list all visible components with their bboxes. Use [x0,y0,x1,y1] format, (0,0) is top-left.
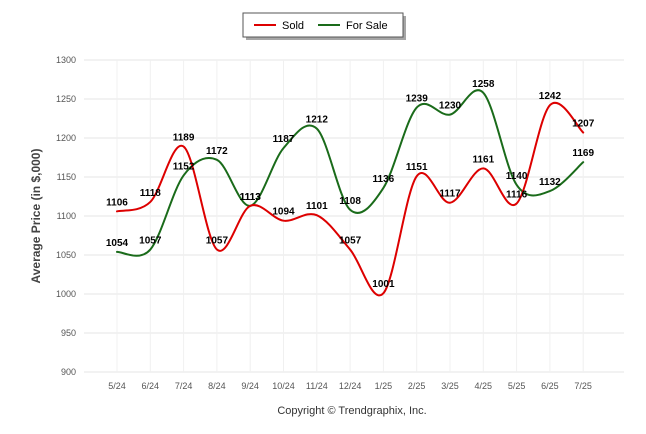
grid-lines [84,59,624,373]
y-axis-ticks: 900 950 1000 1050 1100 1150 1200 1250 1300 [56,55,76,377]
x-tick-label: 10/24 [272,381,295,391]
x-tick-label: 7/25 [574,381,592,391]
y-axis-title: Average Price (in $,000) [29,149,43,284]
for-sale-data-label: 1152 [173,161,195,172]
sold-data-label: 1151 [406,162,428,173]
legend-for-sale-label: For Sale [346,20,388,32]
legend-sold-label: Sold [282,20,304,32]
x-tick-label: 8/24 [208,381,226,391]
sold-series-line [116,101,585,297]
sold-data-label: 1189 [173,133,195,144]
y-tick-label: 1250 [56,94,76,104]
for-sale-data-label: 1230 [439,101,462,112]
for-sale-data-label: 1140 [506,171,528,182]
x-tick-label: 12/24 [339,381,362,391]
x-tick-label: 4/25 [475,381,493,391]
copyright-text: Copyright © Trendgraphix, Inc. [277,405,426,417]
x-axis-ticks: 5/24 6/24 7/24 8/24 9/24 10/24 11/24 12/24 1/25 2… [108,381,592,391]
for-sale-data-label: 1113 [240,192,262,203]
series-lines [116,89,585,297]
for-sale-data-label: 1187 [273,134,295,145]
sold-data-label: 1242 [539,91,562,102]
for-sale-data-label: 1239 [406,94,429,105]
sold-data-label: 1117 [439,189,461,200]
x-tick-label: 2/25 [408,381,426,391]
x-tick-label: 7/24 [175,381,193,391]
y-tick-label: 1100 [57,211,76,221]
y-tick-label: 1000 [56,289,76,299]
legend[interactable]: Sold For Sale [242,12,406,40]
for-sale-data-label: 1212 [306,115,329,126]
sold-data-label: 1094 [272,207,295,218]
for-sale-data-label: 1054 [106,238,129,249]
sold-data-label: 1057 [339,236,362,247]
sold-data-label: 1001 [372,279,395,290]
for-sale-data-label: 1057 [139,236,162,247]
y-tick-label: 1300 [56,55,76,65]
y-tick-label: 1150 [57,172,76,182]
sold-data-label: 1161 [472,154,494,165]
sold-data-label: 1106 [106,197,128,208]
sold-data-label: 1113 [240,192,262,203]
for-sale-data-label: 1258 [472,79,495,90]
data-labels: 1106 1118 1189 1057 1113 1094 1101 1057 1001 1151… [106,79,595,290]
for-sale-data-label: 1172 [206,146,228,157]
y-tick-label: 1050 [56,250,76,260]
x-tick-label: 9/24 [241,381,259,391]
sold-data-label: 1207 [572,119,595,130]
x-tick-label: 1/25 [375,381,393,391]
sold-data-label: 1116 [506,190,528,201]
x-tick-label: 6/24 [142,381,160,391]
sold-data-label: 1118 [140,188,162,199]
sold-data-label: 1101 [306,201,328,212]
for-sale-data-label: 1169 [572,148,594,159]
x-tick-label: 5/24 [108,381,126,391]
for-sale-data-label: 1108 [339,196,361,207]
x-tick-label: 3/25 [441,381,459,391]
x-tick-label: 5/25 [508,381,526,391]
sold-data-label: 1057 [206,236,229,247]
for-sale-data-label: 1136 [373,174,395,185]
y-tick-label: 900 [61,367,76,377]
for-sale-data-label: 1132 [539,177,561,188]
y-tick-label: 1200 [56,133,76,143]
x-tick-label: 11/24 [306,381,328,391]
y-tick-label: 950 [61,328,76,338]
x-tick-label: 6/25 [541,381,559,391]
